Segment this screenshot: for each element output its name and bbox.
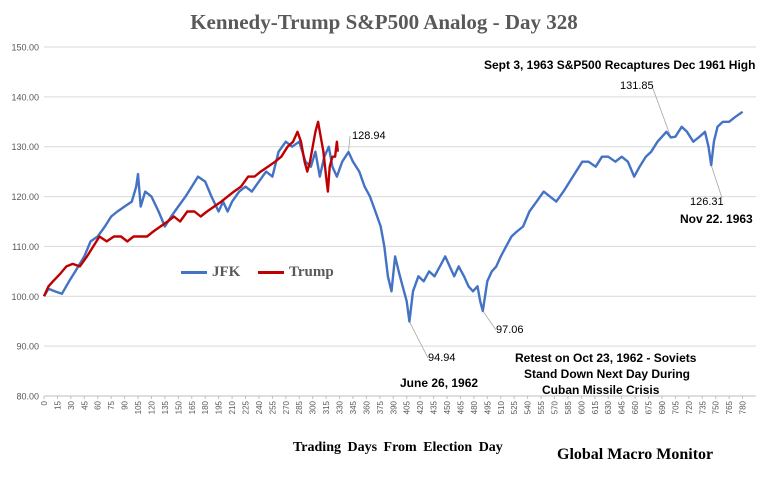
x-tick-label: 705 [671,400,680,414]
x-tick-label: 105 [134,400,143,414]
x-tick-label: 90 [121,400,130,409]
y-tick-label: 150.00 [11,43,39,53]
annotation-retest-value: 97.06 [496,324,524,336]
annotation-nov-value: 126.31 [690,196,724,208]
x-tick-label: 240 [255,400,264,414]
brand-label: Global Macro Monitor [557,446,714,463]
chart-title: Kennedy-Trump S&P500 Analog - Day 328 [190,10,578,34]
x-tick-label: 360 [362,400,371,414]
y-tick-label: 120.00 [11,192,39,202]
x-tick-label: 30 [67,400,76,409]
x-tick-label: 330 [336,400,345,414]
annotation-retest-line3: Cuban Missile Crisis [542,383,660,397]
x-tick-label: 180 [201,400,210,414]
annotation-jfk-peak-value: 128.94 [352,130,386,142]
y-tick-label: 80.00 [16,392,39,402]
annotation-leader-lines [348,85,723,359]
x-tick-label: 480 [470,400,479,414]
x-tick-label: 210 [228,400,237,414]
x-tick-label: 195 [215,400,224,414]
x-tick-label: 720 [685,400,694,414]
x-tick-label: 270 [282,400,291,414]
x-tick-label: 300 [309,400,318,414]
x-tick-label: 735 [698,400,707,414]
y-tick-label: 90.00 [16,342,39,352]
x-tick-label: 645 [618,400,627,414]
x-tick-label: 540 [524,400,533,414]
annotation-leader [710,164,723,199]
series-lines [42,110,744,323]
x-tick-label: 420 [416,400,425,414]
annotation-sept-value: 131.85 [620,80,654,92]
legend-item-trump: Trump [258,264,334,281]
x-tick-label: 600 [577,400,586,414]
x-tick-label: 750 [712,400,721,414]
annotation-retest-line1: Retest on Oct 23, 1962 - Soviets [515,351,697,365]
x-tick-label: 615 [591,400,600,414]
x-tick-label: 15 [53,400,62,409]
annotation-retest-line2: Stand Down Next Day During [524,367,691,381]
x-tick-label: 780 [739,400,748,414]
annotation-leader [482,310,497,331]
y-axis: 80.00 90.00 100.00 110.00 120.00 130.00 140.00… [11,43,39,402]
annotation-june-low-value: 94.94 [428,352,456,364]
y-tick-label: 130.00 [11,142,39,152]
x-tick-label: 465 [456,400,465,414]
x-tick-label: 555 [537,400,546,414]
x-tick-label: 60 [94,400,103,409]
x-tick-label: 150 [174,400,183,414]
x-tick-label: 0 [40,400,49,405]
annotation-leader [409,321,429,359]
x-tick-label: 690 [658,400,667,414]
legend-item-jfk: JFK [181,264,240,281]
x-tick-label: 315 [322,400,331,414]
legend-label-trump: Trump [289,264,334,280]
y-tick-label: 110.00 [12,242,39,252]
x-tick-label: 225 [242,400,251,414]
x-tick-label: 345 [349,400,358,414]
x-tick-label: 675 [645,400,654,414]
x-tick-label: 450 [443,400,452,414]
annotation-june-date: June 26, 1962 [400,376,479,390]
x-tick-label: 660 [631,400,640,414]
y-tick-label: 140.00 [11,92,39,102]
x-tick-label: 390 [389,400,398,414]
x-tick-label: 585 [564,400,573,414]
y-tick-label: 100.00 [11,292,39,302]
legend-swatch-jfk [181,271,207,274]
annotation-nov-date: Nov 22. 1963 [680,212,753,226]
x-tick-label: 405 [403,400,412,414]
x-tick-label: 165 [188,400,197,414]
legend-label-jfk: JFK [212,264,241,280]
legend-swatch-trump [258,271,284,274]
x-tick-label: 135 [161,400,170,414]
x-tick-label: 630 [604,400,613,414]
x-tick-label: 435 [430,400,439,414]
series-line-trump [42,120,339,297]
x-tick-label: 120 [147,400,156,414]
annotation-leader [348,135,351,153]
x-axis: 0 15 30 45 60 75 90 105 120 135 150 165 180 195 210 225… [40,395,756,414]
x-tick-label: 75 [107,400,116,409]
x-tick-label: 765 [725,400,734,414]
x-tick-label: 570 [550,400,559,414]
gridlines [44,46,756,397]
x-tick-label: 255 [268,400,277,414]
x-tick-label: 495 [483,400,492,414]
x-tick-label: 525 [510,400,519,414]
x-tick-label: 375 [376,400,385,414]
x-tick-label: 510 [497,400,506,414]
annotation-leader [651,85,672,138]
series-line-jfk [42,110,744,323]
x-axis-title: Trading Days From Election Day [293,440,503,455]
x-tick-label: 45 [80,400,89,409]
annotation-sept-recapture: Sept 3, 1963 S&P500 Recaptures Dec 1961 … [484,58,756,72]
x-tick-label: 285 [295,400,304,414]
